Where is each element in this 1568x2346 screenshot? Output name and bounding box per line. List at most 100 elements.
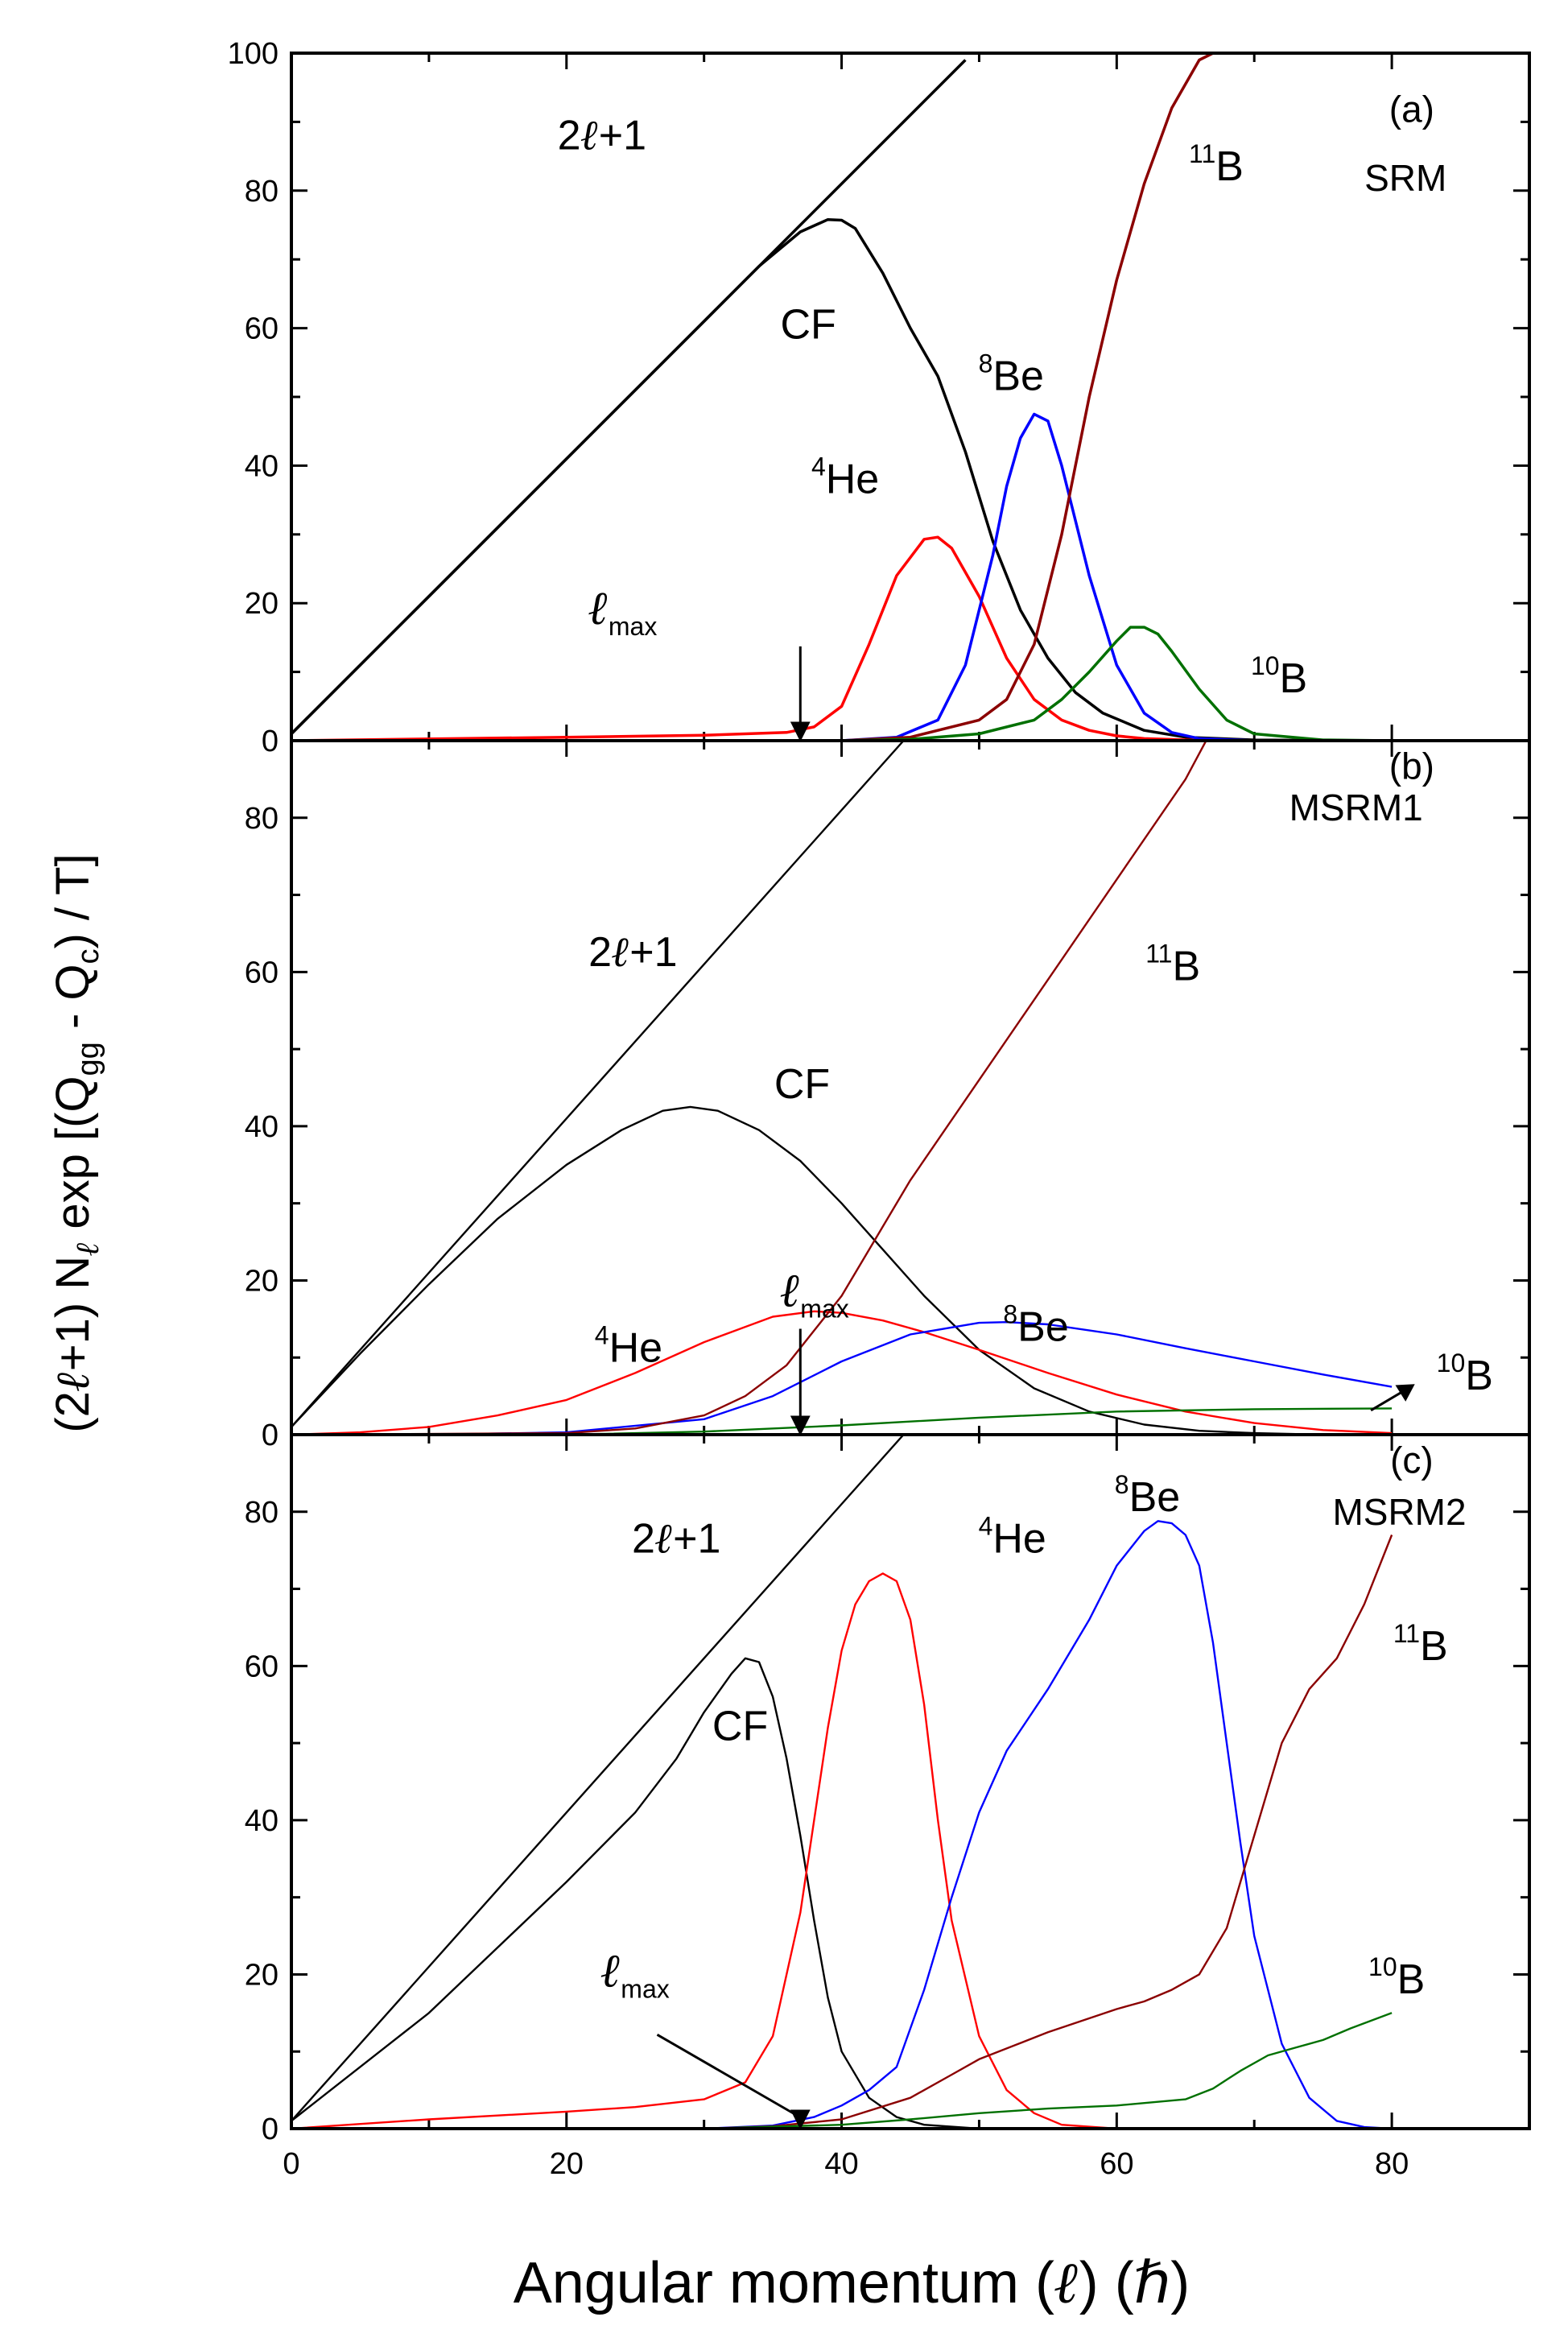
- y-tick-label: 0: [262, 2113, 279, 2146]
- series-8be: [291, 1520, 1393, 2129]
- y-tick-label: 80: [245, 175, 279, 209]
- y-tick-label: 20: [245, 587, 279, 621]
- annotation-text: 2: [558, 113, 581, 159]
- annotation-cf: CF: [774, 1061, 830, 1108]
- series-10b: [291, 626, 1529, 741]
- annotation-text: CF: [712, 1703, 768, 1749]
- x-ticks: [290, 1435, 1531, 2129]
- annotation-superscript: 4: [595, 1320, 609, 1349]
- lmax-label: ℓmax: [601, 1943, 670, 2003]
- annotation-b11: 11B: [1393, 1619, 1448, 1670]
- annotation-text: He: [992, 1516, 1046, 1563]
- annotation-text: 2: [588, 929, 612, 976]
- panel-letter: (c): [1390, 1439, 1434, 1481]
- x-axis-label: Angular momentum (ℓ) (ℏ): [514, 2248, 1190, 2316]
- x-tick-label: 0: [283, 2147, 299, 2181]
- x-ticks: [290, 741, 1531, 1435]
- lmax-label: ℓmax: [781, 1263, 849, 1324]
- annotation-he4: 4He: [811, 452, 879, 503]
- annotation-text: B: [1280, 655, 1308, 702]
- lmax-symbol: ℓ: [781, 1263, 801, 1318]
- annotation-b11: 11B: [1145, 939, 1200, 989]
- panel-model-name: MSRM1: [1289, 787, 1423, 828]
- y-axis-label: (2ℓ+1) Nℓ exp [(Qgg - Qc) / T]: [45, 853, 106, 1432]
- annotation-line: 2ℓ+1: [632, 1514, 720, 1563]
- plot-frame: [290, 52, 1531, 742]
- annotation-text: B: [1420, 1623, 1448, 1670]
- annotation-text: Be: [1017, 1304, 1069, 1351]
- lmax-symbol: ℓ: [601, 1943, 621, 1997]
- annotation-text: He: [609, 1324, 662, 1371]
- lmax-arrow-head: [790, 1415, 811, 1436]
- annotation-text: B: [1172, 943, 1200, 989]
- b10-arrow-head: [1395, 1384, 1415, 1402]
- lmax-subscript: max: [621, 1974, 669, 2003]
- panels: 0204060801002ℓ+1CF8Be4He11B10Bℓmax(a)SRM…: [228, 37, 1531, 2181]
- annotation-cf: CF: [712, 1703, 768, 1749]
- lmax-symbol: ℓ: [588, 580, 609, 635]
- series-group: [291, 53, 1529, 741]
- lmax-subscript: max: [609, 612, 657, 641]
- annotation-b10: 10B: [1368, 1952, 1425, 2003]
- annotation-ell: ℓ: [581, 111, 599, 160]
- annotation-line: 2ℓ+1: [558, 111, 646, 160]
- annotation-b10: 10B: [1437, 1349, 1493, 1399]
- annotation-ell: ℓ: [612, 927, 629, 977]
- annotation-cf: CF: [781, 301, 836, 348]
- series-8be: [291, 1321, 1393, 1435]
- series-cf: [291, 1657, 1117, 2129]
- y-tick-label: 80: [245, 802, 279, 836]
- panel-model-name: SRM: [1364, 157, 1446, 199]
- annotation-text: B: [1465, 1353, 1493, 1399]
- plot-frame: [290, 1433, 1531, 2130]
- series-11b: [291, 1534, 1393, 2129]
- series-2l-1: [291, 741, 905, 1428]
- annotation-be8: 8Be: [1115, 1470, 1180, 1521]
- panel-model-name: MSRM2: [1332, 1491, 1466, 1533]
- annotation-text: Be: [992, 353, 1044, 399]
- annotation-superscript: 10: [1368, 1952, 1397, 1981]
- annotation-text: B: [1215, 143, 1244, 190]
- annotation-ell: ℓ: [655, 1514, 673, 1563]
- annotation-text: CF: [781, 301, 836, 348]
- lmax-arrow: [790, 646, 811, 742]
- y-tick-label: 60: [245, 312, 279, 346]
- annotation-be8: 8Be: [979, 349, 1044, 399]
- y-ticks: [291, 52, 1529, 742]
- lmax-subscript: max: [800, 1295, 848, 1324]
- series-cf: [291, 1105, 1393, 1435]
- annotation-superscript: 11: [1189, 139, 1215, 168]
- x-tick-label: 40: [824, 2147, 858, 2181]
- panel-letter: (a): [1389, 88, 1434, 130]
- y-ticks: [291, 1433, 1529, 2130]
- y-tick-label: 0: [262, 1419, 279, 1452]
- y-tick-label: 40: [245, 1110, 279, 1144]
- lmax-arrow: [790, 1328, 811, 1436]
- annotation-superscript: 4: [811, 452, 826, 481]
- annotation-superscript: 8: [979, 349, 993, 378]
- annotation-text: Be: [1129, 1474, 1181, 1521]
- annotation-text: He: [826, 456, 879, 503]
- annotation-text-post: +1: [673, 1516, 720, 1563]
- y-tick-label: 100: [228, 37, 279, 71]
- x-tick-label: 80: [1375, 2147, 1409, 2181]
- series-group: [291, 741, 1393, 1435]
- lmax-arrow-shaft: [656, 2033, 802, 2119]
- x-ticks: [290, 53, 1531, 741]
- annotation-superscript: 10: [1437, 1349, 1466, 1377]
- panel-letter: (b): [1389, 745, 1434, 787]
- y-tick-label: 40: [245, 1804, 279, 1838]
- lmax-arrow-head: [790, 2109, 811, 2130]
- lmax-arrow: [656, 2033, 811, 2130]
- annotation-superscript: 11: [1393, 1619, 1420, 1648]
- annotation-be8: 8Be: [1003, 1300, 1068, 1351]
- series-8be: [291, 412, 1529, 741]
- annotation-b10: 10B: [1251, 651, 1307, 702]
- annotation-line: 2ℓ+1: [588, 927, 677, 977]
- annotation-text-post: +1: [629, 929, 677, 976]
- annotation-superscript: 8: [1115, 1470, 1129, 1499]
- lmax-arrow-head: [790, 721, 811, 742]
- y-tick-label: 20: [245, 1958, 279, 1992]
- y-tick-label: 0: [262, 725, 279, 758]
